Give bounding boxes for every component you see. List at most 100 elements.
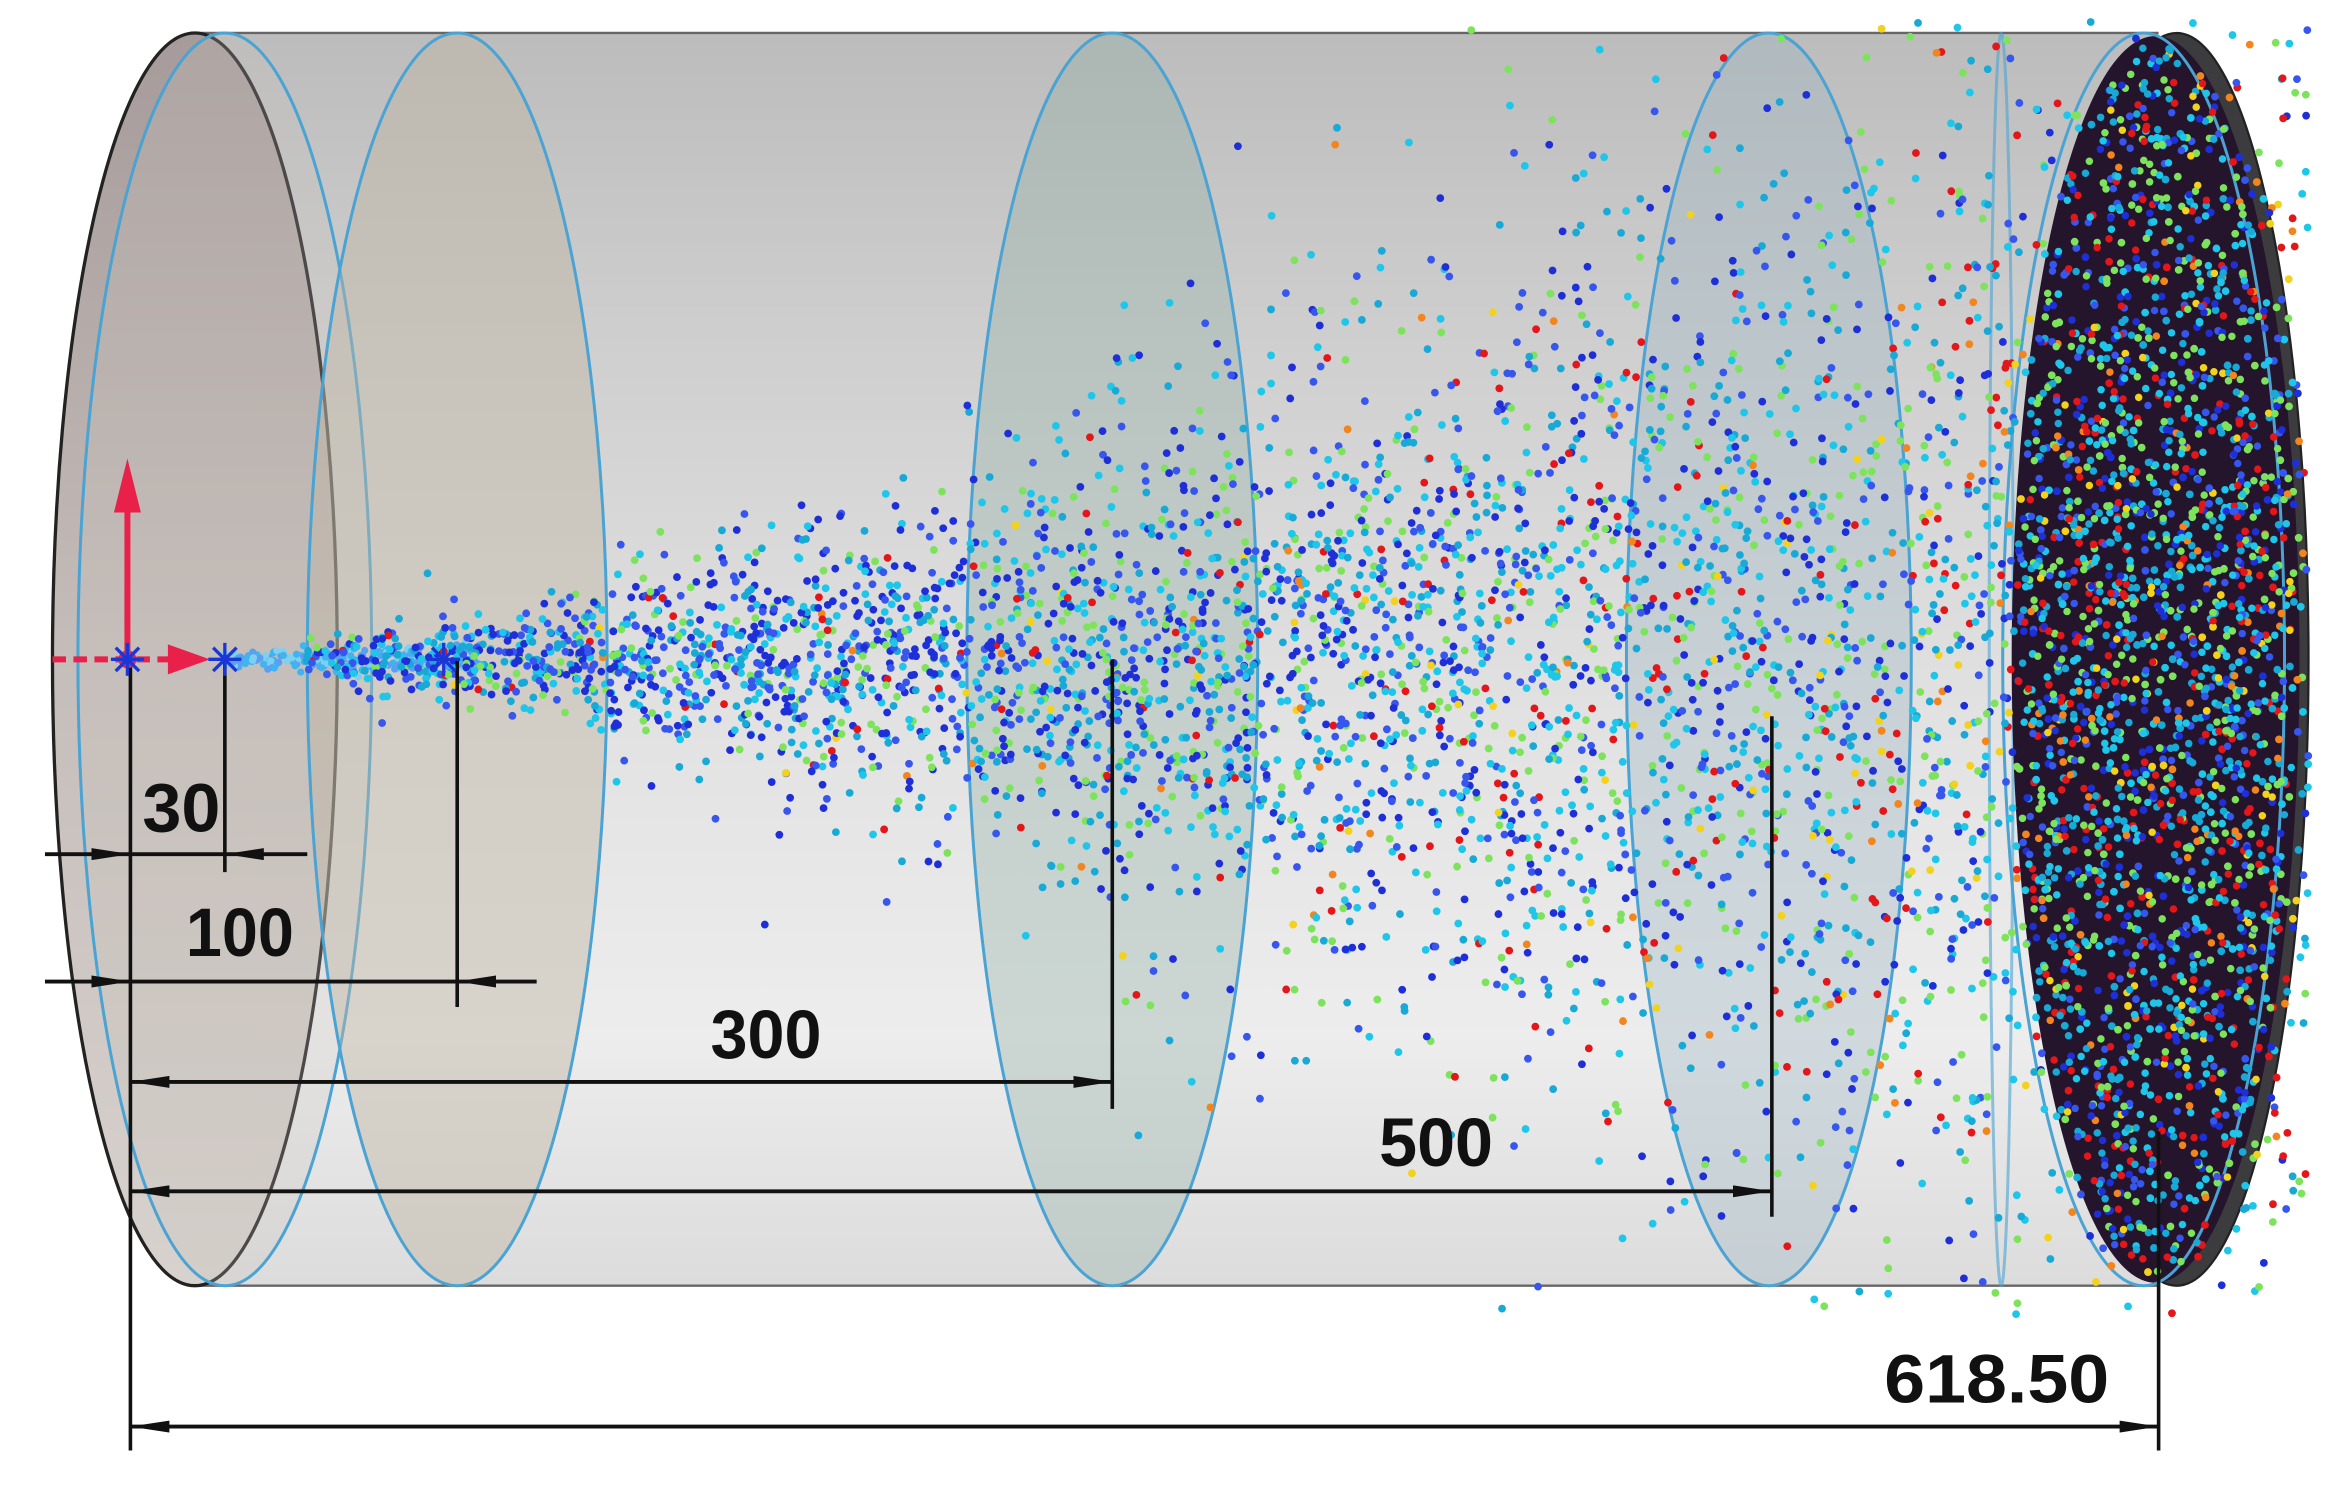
- spray-particle: [1700, 669, 1709, 678]
- spray-particle: [1783, 1063, 1791, 1071]
- spray-particle: [1127, 656, 1136, 664]
- spray-particle: [2302, 111, 2311, 120]
- spray-particle: [1550, 460, 1558, 468]
- spray-particle: [1824, 636, 1832, 645]
- spray-particle: [1858, 637, 1867, 646]
- spray-particle: [1048, 509, 1057, 518]
- spray-particle: [1993, 519, 2002, 528]
- spray-particle: [1398, 581, 1407, 590]
- spray-particle: [1621, 850, 1630, 859]
- spray-particle: [535, 676, 544, 685]
- spray-particle: [1445, 272, 1454, 281]
- spray-particle: [1018, 487, 1027, 495]
- spray-particle: [2301, 941, 2310, 949]
- spray-particle: [1135, 597, 1144, 606]
- spray-particle: [1983, 855, 1992, 864]
- spray-particle: [1795, 520, 1803, 529]
- spray-particle: [1419, 677, 1428, 686]
- spray-particle: [1931, 771, 1940, 780]
- spray-particle: [1423, 345, 1432, 354]
- spray-particle: [1712, 729, 1721, 738]
- spray-particle: [1960, 730, 1969, 739]
- spray-particle: [1749, 786, 1758, 795]
- spray-particle: [1026, 500, 1035, 508]
- spray-particle: [1344, 755, 1353, 763]
- spray-particle: [1737, 587, 1746, 596]
- spray-particle: [1205, 723, 1214, 732]
- spray-particle: [1798, 632, 1807, 641]
- spray-particle: [1842, 271, 1850, 280]
- spray-particle: [1404, 772, 1413, 781]
- spray-particle: [685, 678, 694, 687]
- spray-particle: [1725, 762, 1734, 771]
- spray-particle: [1694, 871, 1703, 880]
- spray-particle: [1805, 683, 1814, 692]
- spray-particle: [1165, 615, 1174, 623]
- spray-particle: [1341, 606, 1350, 615]
- spray-particle: [1779, 546, 1788, 555]
- spray-particle: [1840, 635, 1849, 644]
- spray-particle: [735, 646, 743, 654]
- spray-particle: [1114, 762, 1123, 771]
- spray-particle: [2268, 1218, 2277, 1226]
- spray-particle: [2032, 1013, 2040, 1022]
- spray-particle: [1696, 358, 1705, 367]
- spray-particle: [1714, 467, 1723, 475]
- spray-particle: [1396, 910, 1404, 918]
- spray-particle: [2022, 940, 2031, 949]
- spray-particle: [1985, 393, 1993, 401]
- spray-particle: [1374, 475, 1383, 484]
- spray-particle: [1948, 935, 1957, 943]
- spray-particle: [1825, 835, 1834, 844]
- spray-particle: [2243, 334, 2252, 343]
- spray-particle: [1000, 718, 1008, 727]
- spray-particle: [2298, 190, 2307, 198]
- spray-particle: [1406, 798, 1415, 806]
- spray-particle: [1023, 509, 1032, 518]
- spray-particle: [1911, 323, 1920, 332]
- spray-particle: [1707, 881, 1716, 889]
- spray-particle: [1578, 311, 1586, 320]
- spray-particle: [1435, 486, 1444, 495]
- spray-particle: [2243, 352, 2252, 361]
- spray-particle: [1447, 381, 1456, 390]
- spray-particle: [1704, 804, 1713, 813]
- spray-particle: [2055, 1186, 2064, 1194]
- spray-particle: [1684, 818, 1693, 827]
- spray-particle: [2006, 54, 2015, 63]
- spray-particle: [2189, 19, 2197, 27]
- spray-particle: [1549, 541, 1558, 549]
- spray-particle: [2259, 672, 2267, 681]
- spray-particle: [1524, 653, 1533, 661]
- spray-particle: [1254, 721, 1263, 730]
- spray-particle: [673, 721, 682, 730]
- spray-particle: [1259, 730, 1267, 739]
- spray-particle: [1328, 937, 1337, 946]
- spray-particle: [2277, 295, 2286, 304]
- spray-particle: [1388, 688, 1397, 697]
- spray-particle: [1948, 717, 1957, 725]
- spray-particle: [1050, 636, 1059, 645]
- spray-particle: [580, 661, 589, 670]
- spray-particle: [917, 793, 926, 802]
- spray-particle: [1665, 761, 1674, 770]
- spray-particle: [1516, 789, 1525, 798]
- spray-particle: [1267, 305, 1275, 314]
- spray-particle: [1724, 683, 1733, 692]
- spray-particle: [780, 707, 789, 716]
- spray-particle: [1411, 658, 1420, 667]
- spray-particle: [1285, 448, 1293, 457]
- spray-particle: [1386, 650, 1394, 658]
- spray-particle: [1959, 1274, 1968, 1283]
- spray-particle: [1392, 843, 1401, 851]
- spray-particle: [1978, 1278, 1987, 1286]
- spray-particle: [1967, 56, 1975, 65]
- spray-particle: [1066, 544, 1074, 552]
- spray-particle: [2278, 74, 2287, 83]
- spray-particle: [1132, 764, 1141, 772]
- spray-particle: [1739, 748, 1748, 756]
- spray-particle: [249, 648, 257, 656]
- spray-particle: [2285, 402, 2293, 411]
- spray-particle: [1468, 739, 1477, 747]
- spray-particle: [1809, 831, 1817, 840]
